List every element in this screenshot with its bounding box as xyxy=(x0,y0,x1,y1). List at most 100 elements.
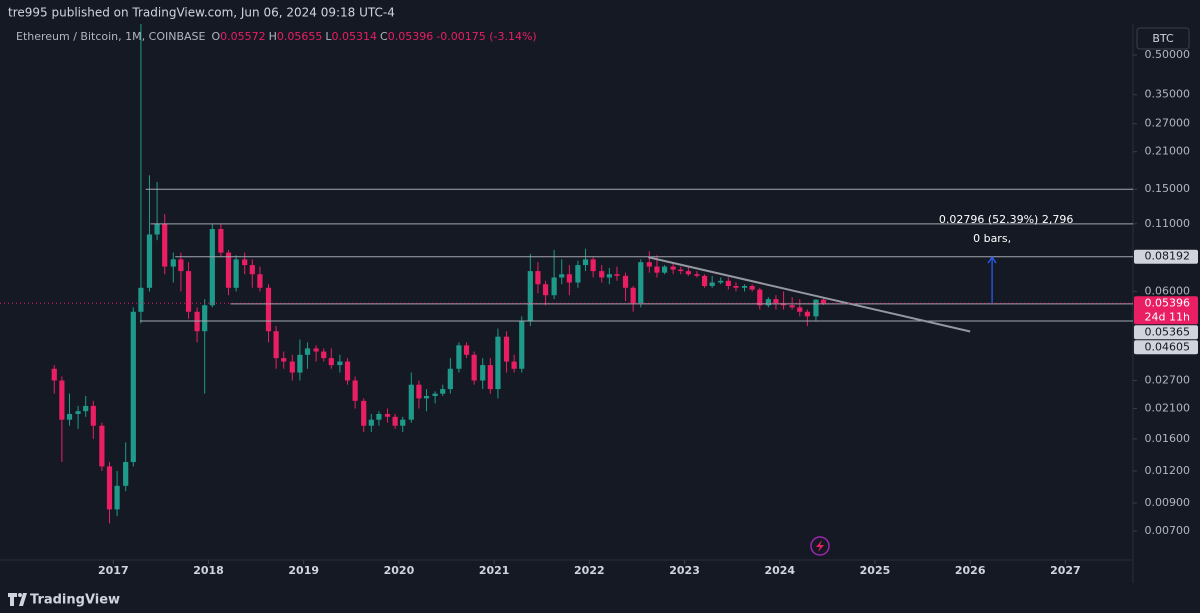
candle-body xyxy=(741,285,748,288)
x-tick-label: 2018 xyxy=(193,564,224,577)
candle-body xyxy=(718,280,724,283)
legend-high: 0.05655 xyxy=(276,30,323,43)
logo xyxy=(8,593,27,606)
candle-body xyxy=(670,266,676,270)
candle-body xyxy=(257,274,263,288)
candle-body xyxy=(765,299,771,306)
candle-body xyxy=(487,365,493,390)
price-label: 0.05396 xyxy=(1145,296,1191,309)
candle-body xyxy=(820,299,827,304)
candle-body xyxy=(138,287,144,312)
candle-body xyxy=(575,265,581,283)
candle-body xyxy=(304,348,311,355)
level-label: 0.05365 xyxy=(1145,325,1191,338)
candle-body xyxy=(480,365,486,381)
candle-body xyxy=(661,266,668,273)
x-tick-label: 2024 xyxy=(764,564,795,577)
candle-body xyxy=(678,269,684,272)
candle-body xyxy=(622,275,629,288)
candle-body xyxy=(289,361,295,373)
candle-body xyxy=(218,229,224,253)
currency-label[interactable]: BTC xyxy=(1152,32,1174,45)
header: tre995 published on TradingView.com, Jun… xyxy=(8,6,395,20)
candle-body xyxy=(630,287,636,304)
candle-body xyxy=(106,466,113,510)
candle-body xyxy=(83,405,89,412)
candle-body xyxy=(273,331,279,359)
candle-body xyxy=(535,271,541,285)
candle-body xyxy=(154,223,160,235)
candle-body xyxy=(725,280,731,286)
legend-close: 0.05396 xyxy=(387,30,434,43)
candle-body xyxy=(130,311,136,463)
measure-arrowhead xyxy=(987,256,997,264)
candle-body xyxy=(566,274,572,283)
y-tick-label: 0.11000 xyxy=(1145,217,1191,230)
candle-body xyxy=(114,485,120,510)
measure-bars: 0 bars, xyxy=(973,232,1011,245)
x-tick-label: 2025 xyxy=(860,564,891,577)
x-tick-label: 2026 xyxy=(955,564,986,577)
candle-body xyxy=(813,299,819,317)
candle-body xyxy=(606,274,612,278)
currency-button[interactable] xyxy=(1136,27,1190,50)
candle-body xyxy=(757,289,763,306)
y-tick-label: 0.21000 xyxy=(1145,145,1191,158)
candle-body xyxy=(423,395,430,399)
level-label-box xyxy=(1134,249,1198,264)
alert-icon[interactable] xyxy=(810,536,830,556)
candle-body xyxy=(337,361,343,366)
candle-body xyxy=(162,223,168,267)
legend-key: O xyxy=(211,30,221,43)
candle-body xyxy=(416,384,422,399)
candle-body xyxy=(519,321,525,369)
y-tick-label: 0.02700 xyxy=(1145,373,1191,386)
candles xyxy=(51,24,827,524)
candle-body xyxy=(471,354,477,381)
candle-body xyxy=(249,265,255,275)
candle-body xyxy=(614,274,620,276)
candle-body xyxy=(170,259,176,267)
candle-body xyxy=(542,284,549,296)
candle-body xyxy=(313,348,319,352)
x-tick-label: 2020 xyxy=(384,564,415,577)
countdown-label: 24d 11h xyxy=(1145,310,1190,323)
level-label-box xyxy=(1134,340,1198,355)
candle-body xyxy=(384,413,391,417)
candle-body xyxy=(797,307,803,312)
candle-body xyxy=(66,413,73,420)
y-tick-label: 0.00900 xyxy=(1145,496,1191,509)
y-tick-label: 0.15000 xyxy=(1145,182,1191,195)
candle-body xyxy=(408,384,414,420)
candle-body xyxy=(123,462,129,486)
legend-key: H xyxy=(268,30,277,43)
candle-body xyxy=(582,259,589,266)
candle-body xyxy=(749,285,755,290)
candle-body xyxy=(321,351,327,359)
legend-change: -0.00175 (-3.14%) xyxy=(436,30,537,43)
y-tick-label: 0.27000 xyxy=(1145,117,1191,130)
trendline xyxy=(648,256,971,333)
candle-body xyxy=(59,380,65,420)
x-tick-label: 2017 xyxy=(98,564,129,577)
candle-body xyxy=(495,336,501,390)
y-tick-label: 0.01200 xyxy=(1145,464,1191,477)
legend: Ethereum / Bitcoin, 1M, COINBASE O 0.0557… xyxy=(16,30,540,43)
candle-body xyxy=(456,345,462,369)
level-label-box xyxy=(1134,325,1198,340)
candle-body xyxy=(638,262,644,304)
y-tick-label: 0.50000 xyxy=(1145,48,1191,61)
price-label-box xyxy=(1134,296,1198,325)
candle-body xyxy=(90,405,96,426)
candle-body xyxy=(209,229,215,306)
candle-body xyxy=(233,259,239,288)
candle-body xyxy=(804,311,810,317)
candle-body xyxy=(447,368,453,390)
candle-body xyxy=(511,361,517,369)
y-tick-label: 0.35000 xyxy=(1145,88,1191,101)
candle-body xyxy=(654,266,660,273)
candle-body xyxy=(376,413,382,420)
